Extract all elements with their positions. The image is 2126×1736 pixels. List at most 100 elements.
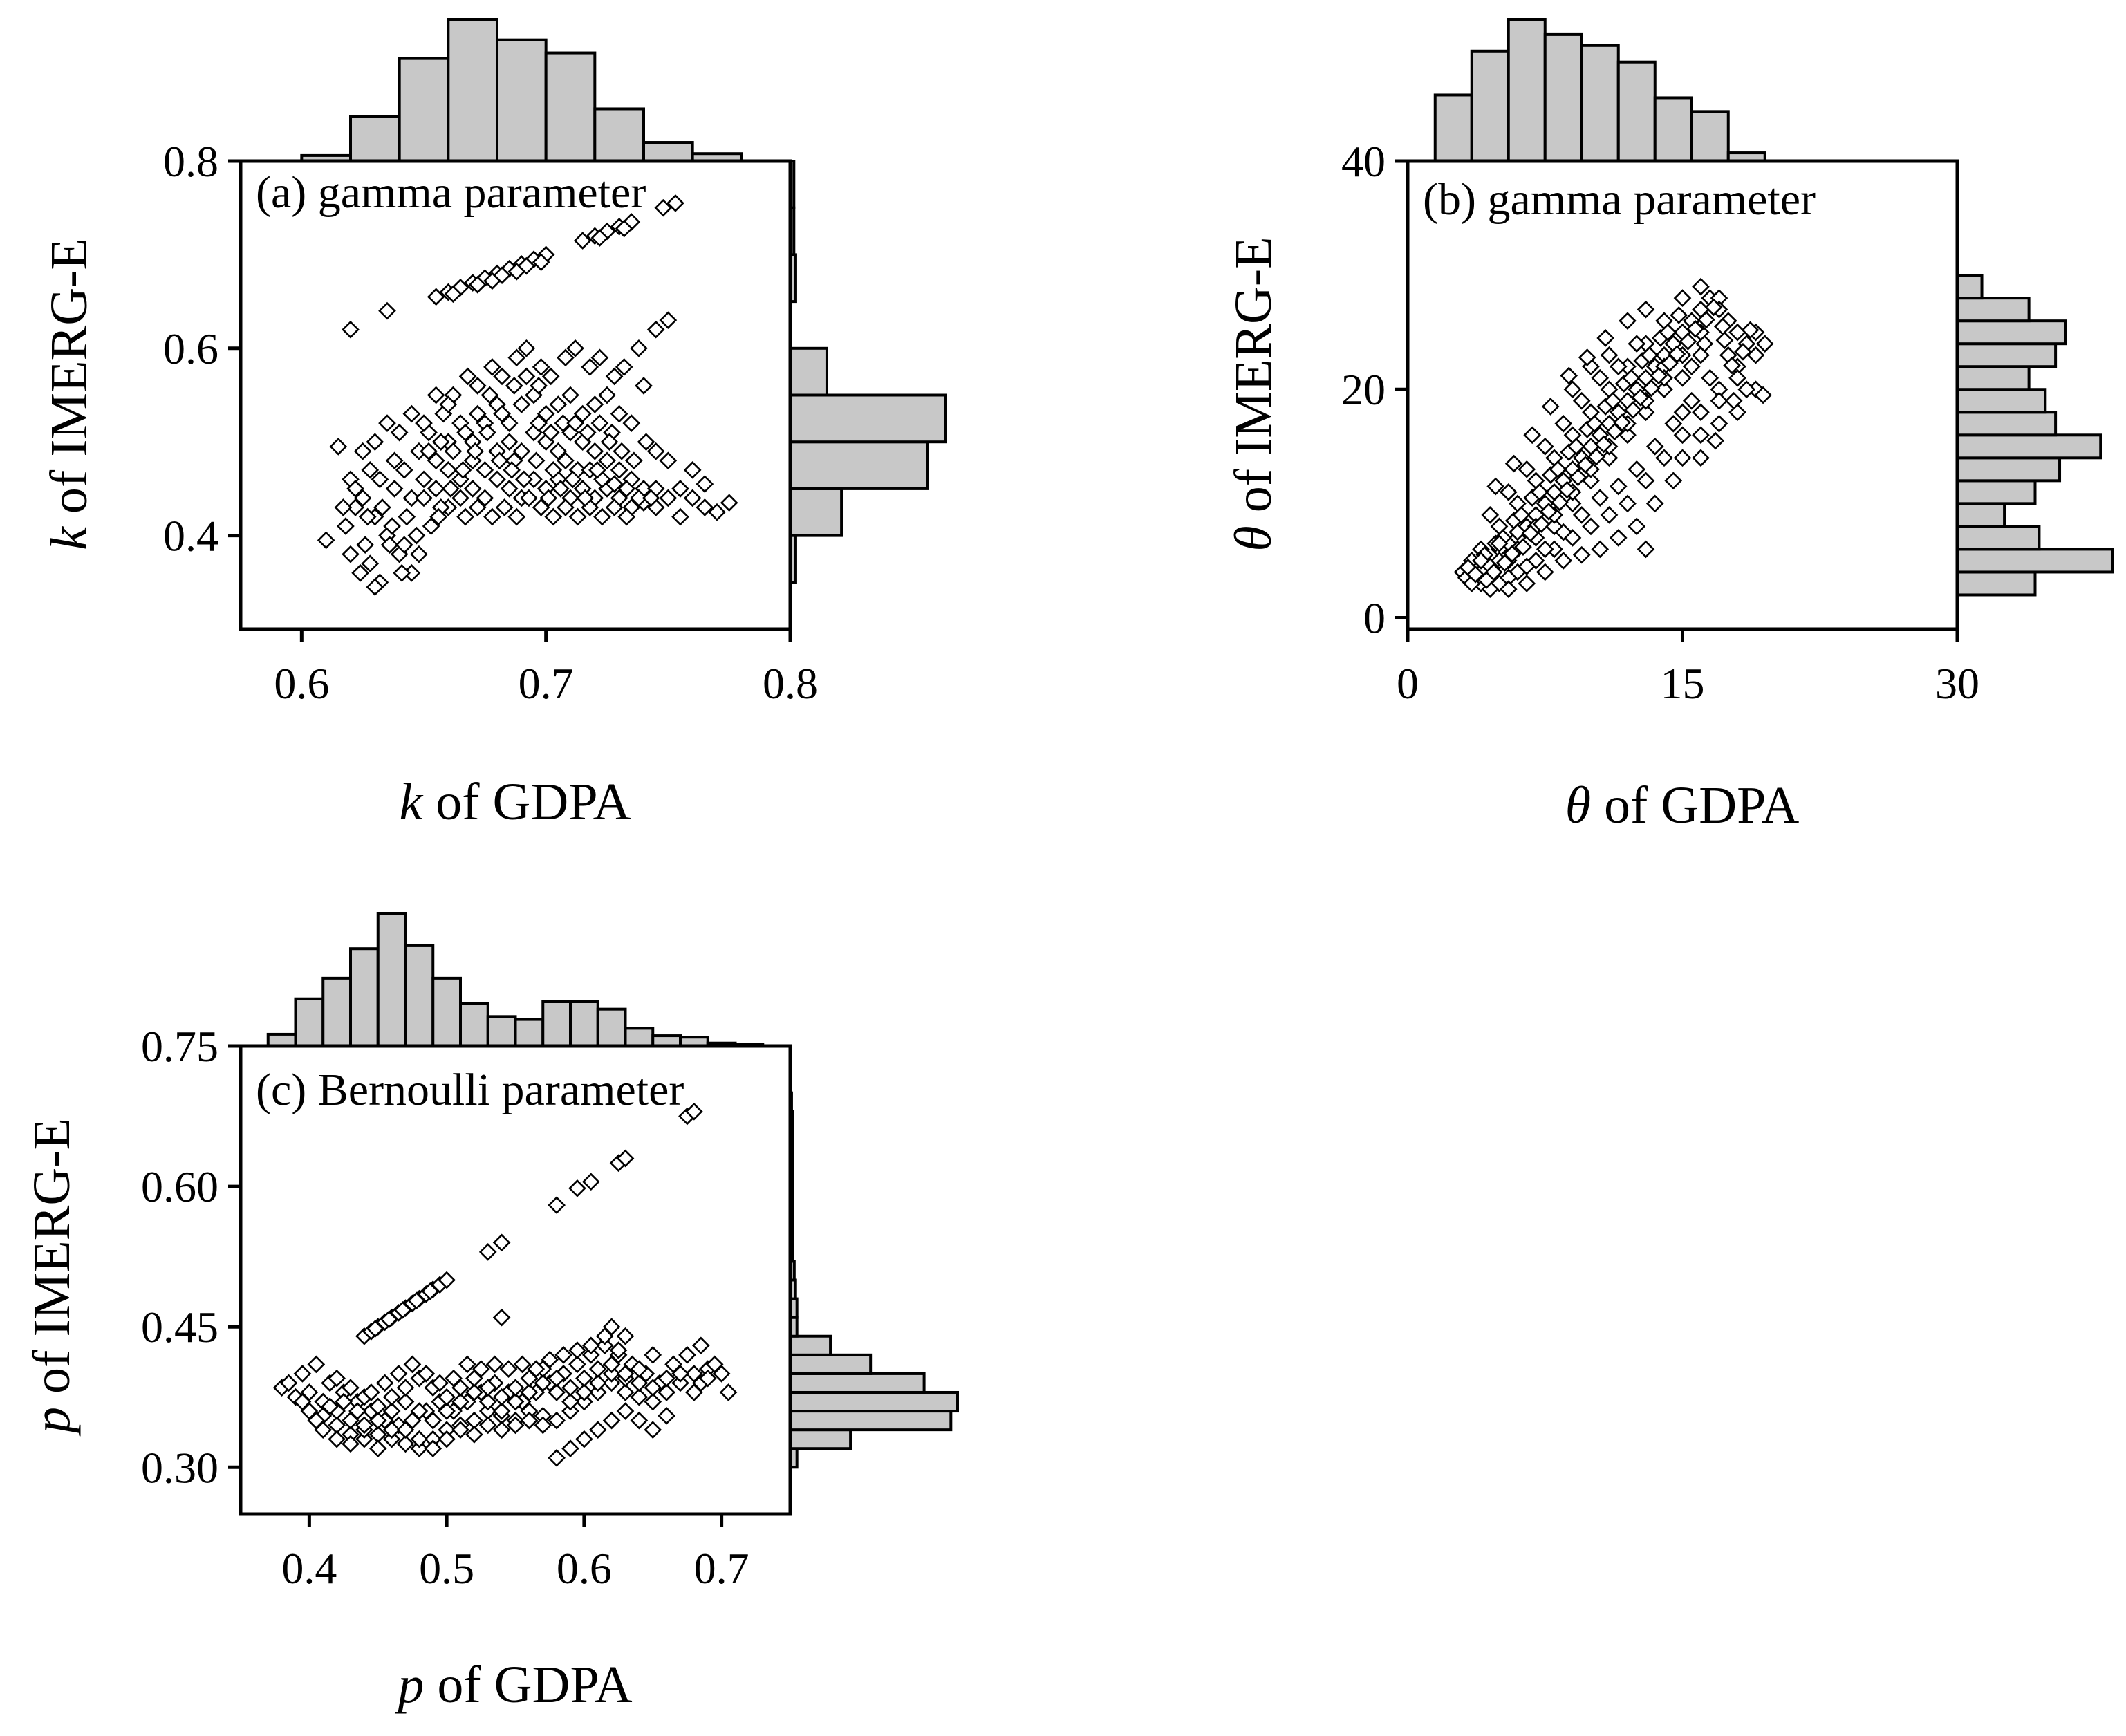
panel-a-x-axis-title: k of GDPA <box>400 773 631 831</box>
panel-a-point <box>410 545 428 563</box>
panel-a-point <box>415 489 433 507</box>
panel-c-point <box>396 1435 415 1453</box>
panel-a-point <box>617 507 636 526</box>
panel-c-top-hist-bar <box>486 1015 517 1048</box>
panel-a-plot-frame <box>239 159 792 631</box>
panel-a-point <box>630 339 648 357</box>
panel-c-point <box>424 1439 442 1458</box>
panel-a-point <box>598 386 616 404</box>
panel-a-point <box>366 578 384 596</box>
panel-c-point <box>410 1430 429 1448</box>
panel-a-point <box>557 498 575 516</box>
panel-a-point <box>427 386 445 404</box>
panel-c-point <box>527 1360 546 1378</box>
panel-b-y-axis-title: θ of IMERG-E <box>1224 236 1283 551</box>
panel-a-point <box>500 433 519 451</box>
panel-c-point <box>342 1435 360 1453</box>
panel-b-point <box>1637 472 1655 490</box>
panel-c-top-hist-bar <box>514 1018 545 1047</box>
panel-b-point <box>1715 331 1734 350</box>
panel-c-point <box>534 1374 552 1392</box>
panel-b-point <box>1682 357 1701 376</box>
panel-b-point <box>1563 380 1582 399</box>
panel-a-top-histogram <box>300 18 743 163</box>
panel-c-top-hist-bar <box>596 1007 627 1047</box>
panel-a-point <box>422 517 440 535</box>
panel-c-top-hist-bar <box>624 1027 655 1048</box>
panel-c-top-hist-bar <box>349 947 380 1047</box>
panel-b-right-hist-bar <box>1956 548 2114 574</box>
panel-a-point <box>544 507 563 526</box>
panel-a-point <box>615 219 633 238</box>
panel-a-point <box>507 507 526 526</box>
panel-a-point <box>530 414 548 432</box>
panel-c-point <box>644 1392 662 1411</box>
panel-b-x-tick-label: 30 <box>1935 659 1979 708</box>
panel-c-top-hist-bar <box>404 944 435 1048</box>
panel-c-point <box>451 1392 469 1411</box>
panel-a-point <box>353 489 372 507</box>
panel-a-point <box>503 460 521 479</box>
panel-b-top-hist-bar <box>1653 96 1693 163</box>
panel-c-point <box>581 1345 600 1364</box>
panel-b-point <box>1551 493 1569 512</box>
panel-b-point <box>1682 391 1701 410</box>
panel-b-point <box>1673 368 1692 387</box>
panel-a-title: (a) gamma parameter <box>256 167 646 218</box>
panel-c-point <box>369 1411 387 1430</box>
panel-b-top-hist-bar <box>1616 60 1657 162</box>
panel-a-point <box>483 358 501 376</box>
panel-a-right-hist-bar <box>789 346 828 397</box>
panel-c-points <box>272 1102 738 1467</box>
panel-c-point <box>328 1430 346 1448</box>
panel-a-point <box>646 320 665 339</box>
panel-a-point <box>610 460 628 479</box>
panel-c-point <box>561 1392 579 1411</box>
panel-b-point <box>1692 403 1710 422</box>
panel-a-point <box>605 367 624 386</box>
panel-a-point <box>337 517 355 535</box>
panel-c-point <box>575 1392 593 1411</box>
panel-a-point <box>342 545 360 563</box>
panel-b-point <box>1628 517 1646 536</box>
panel-a-point <box>578 423 597 442</box>
panel-a-point <box>402 404 421 423</box>
panel-a-point <box>671 480 689 498</box>
panel-c-point <box>705 1355 724 1374</box>
panel-b-point <box>1737 380 1756 399</box>
panel-c-point <box>355 1416 373 1435</box>
panel-b-point <box>1536 540 1554 559</box>
panel-c-point <box>478 1416 497 1435</box>
panel-c-point <box>506 1379 525 1397</box>
panel-a-x-tick-label: 0.8 <box>763 659 818 708</box>
panel-b-point <box>1723 356 1741 375</box>
panel-a-point <box>468 377 487 395</box>
panel-b-point <box>1734 342 1752 361</box>
panel-a-y-tick-label: 0.4 <box>163 512 218 561</box>
panel-a-point <box>427 480 445 498</box>
panel-b-point <box>1673 449 1692 467</box>
panel-a-point <box>383 517 401 535</box>
panel-b-point <box>1554 414 1573 433</box>
panel-b-point <box>1563 494 1582 513</box>
panel-c-point <box>458 1355 476 1374</box>
panel-b-x-tick-label: 15 <box>1661 659 1705 708</box>
panel-c-point <box>424 1411 442 1430</box>
panel-b-point <box>1741 321 1760 339</box>
panel-b-right-hist-bar <box>1956 388 2047 414</box>
panel-a-top-hist-bar <box>642 141 694 163</box>
panel-a-point <box>507 348 526 367</box>
panel-c-point <box>588 1421 607 1439</box>
panel-c-point <box>382 1388 401 1406</box>
panel-b-point <box>1670 306 1688 324</box>
panel-b-point <box>1637 300 1655 319</box>
panel-c-point <box>602 1365 621 1383</box>
panel-b-point <box>1569 468 1587 487</box>
panel-a-point <box>444 442 463 460</box>
panel-a-point <box>630 489 648 507</box>
panel-c-point <box>588 1360 607 1378</box>
panel-c-point <box>438 1271 456 1289</box>
panel-a-point <box>456 423 474 442</box>
panel-b-point <box>1619 494 1637 513</box>
